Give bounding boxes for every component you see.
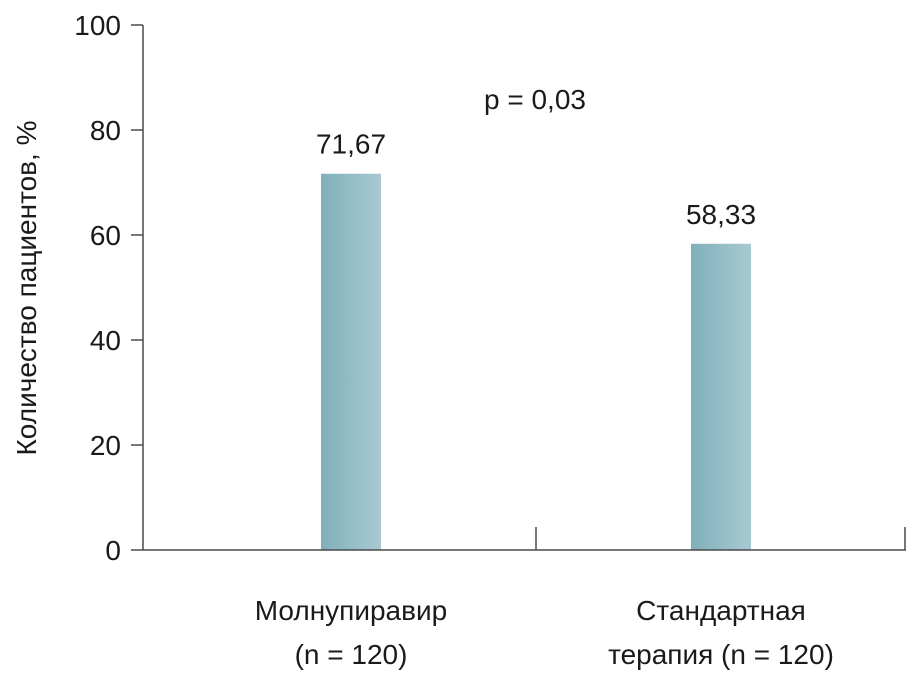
- y-tick-label: 40: [90, 325, 121, 356]
- x-category-label: (n = 120): [295, 639, 408, 670]
- bars-group: [321, 173, 751, 551]
- y-axis-label: Количество пациентов, %: [11, 120, 42, 455]
- y-axis-ticks: 0 20 40 60 80 100: [74, 10, 143, 566]
- bar-value-label: 58,33: [686, 199, 756, 230]
- y-tick-label: 0: [105, 535, 121, 566]
- category-labels-group: Молнупиравир (n = 120) Стандартная терапия …: [255, 595, 834, 670]
- x-category-label: терапия (n = 120): [608, 639, 834, 670]
- y-tick-label: 80: [90, 115, 121, 146]
- bar: [321, 173, 381, 551]
- y-tick-label: 20: [90, 430, 121, 461]
- bar: [691, 243, 751, 550]
- y-tick-label: 100: [74, 10, 121, 41]
- bar-value-label: 71,67: [316, 129, 386, 160]
- p-value-annotation: p = 0,03: [484, 84, 586, 115]
- x-category-label: Стандартная: [636, 595, 806, 626]
- value-labels-group: 71,67 58,33: [316, 129, 756, 230]
- y-tick-label: 60: [90, 220, 121, 251]
- x-category-label: Молнупиравир: [255, 595, 447, 626]
